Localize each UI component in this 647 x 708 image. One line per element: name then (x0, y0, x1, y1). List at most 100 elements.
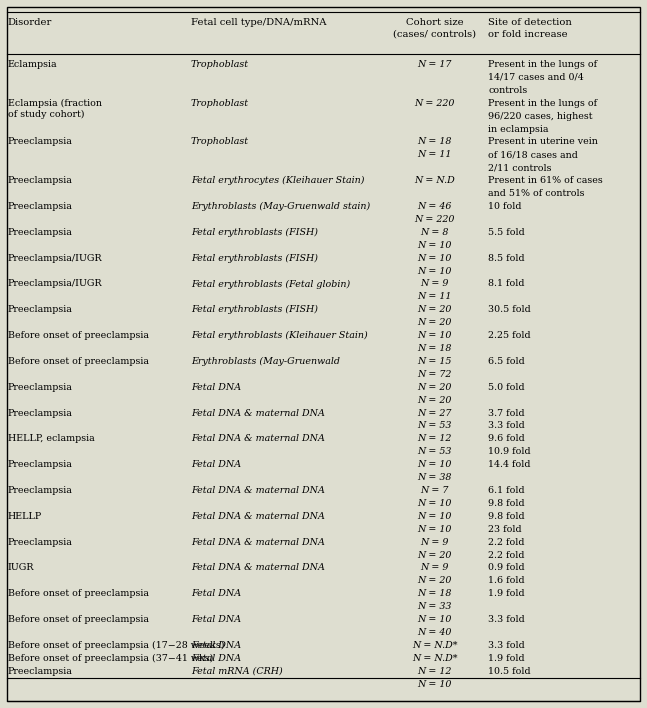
Text: N = 20: N = 20 (417, 576, 452, 586)
Text: HELLP: HELLP (8, 512, 42, 521)
Text: Preeclampsia: Preeclampsia (8, 228, 72, 236)
Text: N = 10: N = 10 (417, 525, 452, 534)
Text: 30.5 fold: 30.5 fold (488, 305, 531, 314)
Text: 14.4 fold: 14.4 fold (488, 460, 531, 469)
Text: Fetal mRNA (CRH): Fetal mRNA (CRH) (191, 667, 283, 675)
Text: 6.1 fold: 6.1 fold (488, 486, 525, 495)
Text: N = 72: N = 72 (417, 370, 452, 379)
Text: 14/17 cases and 0/4: 14/17 cases and 0/4 (488, 73, 584, 82)
Text: N = N.D: N = N.D (415, 176, 455, 185)
Text: N = 9: N = 9 (421, 537, 449, 547)
Text: N = 7: N = 7 (421, 486, 449, 495)
Text: N = 40: N = 40 (417, 628, 452, 637)
Text: 1.6 fold: 1.6 fold (488, 576, 525, 586)
Text: N = 10: N = 10 (417, 331, 452, 340)
Text: Before onset of preeclampsia (17−28 weeks): Before onset of preeclampsia (17−28 week… (8, 641, 225, 650)
Text: Trophoblast: Trophoblast (191, 60, 249, 69)
Text: Before onset of preeclampsia: Before onset of preeclampsia (8, 331, 149, 340)
Text: Erythroblasts (May-Gruenwald stain): Erythroblasts (May-Gruenwald stain) (191, 202, 370, 211)
Text: N = 11: N = 11 (417, 150, 452, 159)
Text: N = 12: N = 12 (417, 435, 452, 443)
Text: Preeclampsia: Preeclampsia (8, 383, 72, 392)
Text: Disorder: Disorder (8, 18, 52, 27)
Text: N = 11: N = 11 (417, 292, 452, 302)
Text: Trophoblast: Trophoblast (191, 137, 249, 147)
Text: Eclampsia (fraction
of study cohort): Eclampsia (fraction of study cohort) (8, 98, 102, 120)
Text: N = 53: N = 53 (417, 447, 452, 456)
Text: Fetal DNA: Fetal DNA (191, 615, 241, 624)
Text: Before onset of preeclampsia: Before onset of preeclampsia (8, 589, 149, 598)
Text: 5.5 fold: 5.5 fold (488, 228, 525, 236)
Text: N = 9: N = 9 (421, 280, 449, 288)
Text: Fetal DNA: Fetal DNA (191, 383, 241, 392)
Text: Fetal erythroblasts (Fetal globin): Fetal erythroblasts (Fetal globin) (191, 280, 350, 289)
Text: N = 18: N = 18 (417, 589, 452, 598)
Text: Fetal DNA & maternal DNA: Fetal DNA & maternal DNA (191, 486, 325, 495)
Text: N = 38: N = 38 (417, 473, 452, 482)
Text: N = 17: N = 17 (417, 60, 452, 69)
Text: 6.5 fold: 6.5 fold (488, 357, 525, 366)
Text: N = 20: N = 20 (417, 318, 452, 327)
Text: N = N.D*: N = N.D* (412, 653, 457, 663)
Text: N = 15: N = 15 (417, 357, 452, 366)
Text: controls: controls (488, 86, 528, 95)
Text: 3.3 fold: 3.3 fold (488, 641, 525, 650)
Text: 3.3 fold: 3.3 fold (488, 421, 525, 430)
Text: Fetal erythrocytes (Kleihauer Stain): Fetal erythrocytes (Kleihauer Stain) (191, 176, 364, 185)
Text: 2.2 fold: 2.2 fold (488, 537, 525, 547)
Text: N = 10: N = 10 (417, 680, 452, 689)
Text: Fetal erythroblasts (Kleihauer Stain): Fetal erythroblasts (Kleihauer Stain) (191, 331, 367, 341)
Text: Before onset of preeclampsia: Before onset of preeclampsia (8, 357, 149, 366)
Text: Fetal DNA: Fetal DNA (191, 653, 241, 663)
Text: N = 20: N = 20 (417, 396, 452, 405)
Text: Fetal DNA & maternal DNA: Fetal DNA & maternal DNA (191, 564, 325, 573)
Text: and 51% of controls: and 51% of controls (488, 189, 585, 198)
Text: Preeclampsia: Preeclampsia (8, 202, 72, 211)
Text: Preeclampsia: Preeclampsia (8, 486, 72, 495)
Text: 8.1 fold: 8.1 fold (488, 280, 525, 288)
Text: 10 fold: 10 fold (488, 202, 522, 211)
Text: Eclampsia: Eclampsia (8, 60, 58, 69)
Text: N = 9: N = 9 (421, 564, 449, 573)
Text: Fetal DNA: Fetal DNA (191, 589, 241, 598)
Text: N = 220: N = 220 (415, 98, 455, 108)
Text: Site of detection
or fold increase: Site of detection or fold increase (488, 18, 573, 39)
Text: N = 10: N = 10 (417, 615, 452, 624)
Text: N = 20: N = 20 (417, 383, 452, 392)
Text: Preeclampsia: Preeclampsia (8, 176, 72, 185)
Text: IUGR: IUGR (8, 564, 34, 573)
Text: Fetal DNA & maternal DNA: Fetal DNA & maternal DNA (191, 409, 325, 418)
Text: 23 fold: 23 fold (488, 525, 522, 534)
Text: 2.2 fold: 2.2 fold (488, 551, 525, 559)
Text: Present in the lungs of: Present in the lungs of (488, 98, 598, 108)
Text: N = 18: N = 18 (417, 344, 452, 353)
Text: N = 10: N = 10 (417, 241, 452, 250)
Text: 0.9 fold: 0.9 fold (488, 564, 525, 573)
Text: 3.7 fold: 3.7 fold (488, 409, 525, 418)
Text: Fetal DNA & maternal DNA: Fetal DNA & maternal DNA (191, 435, 325, 443)
Text: N = 10: N = 10 (417, 512, 452, 521)
Text: in eclampsia: in eclampsia (488, 125, 549, 134)
Text: Fetal DNA: Fetal DNA (191, 460, 241, 469)
Text: 8.5 fold: 8.5 fold (488, 253, 525, 263)
Text: N = 20: N = 20 (417, 551, 452, 559)
Text: 9.8 fold: 9.8 fold (488, 499, 525, 508)
Text: N = N.D*: N = N.D* (412, 641, 457, 650)
Text: Erythroblasts (May-Gruenwald: Erythroblasts (May-Gruenwald (191, 357, 340, 366)
Text: 1.9 fold: 1.9 fold (488, 653, 525, 663)
Text: N = 8: N = 8 (421, 228, 449, 236)
Text: N = 10: N = 10 (417, 266, 452, 275)
Text: Fetal erythroblasts (FISH): Fetal erythroblasts (FISH) (191, 305, 318, 314)
Text: 96/220 cases, highest: 96/220 cases, highest (488, 112, 593, 120)
Text: N = 27: N = 27 (417, 409, 452, 418)
Text: 3.3 fold: 3.3 fold (488, 615, 525, 624)
Text: N = 20: N = 20 (417, 305, 452, 314)
Text: Fetal erythroblasts (FISH): Fetal erythroblasts (FISH) (191, 228, 318, 237)
Text: Before onset of preeclampsia (37−41 wks): Before onset of preeclampsia (37−41 wks) (8, 653, 213, 663)
Text: 10.9 fold: 10.9 fold (488, 447, 531, 456)
Text: 2.25 fold: 2.25 fold (488, 331, 531, 340)
Text: Present in uterine vein: Present in uterine vein (488, 137, 598, 147)
Text: 2/11 controls: 2/11 controls (488, 164, 552, 172)
Text: Fetal DNA & maternal DNA: Fetal DNA & maternal DNA (191, 512, 325, 521)
Text: N = 10: N = 10 (417, 460, 452, 469)
